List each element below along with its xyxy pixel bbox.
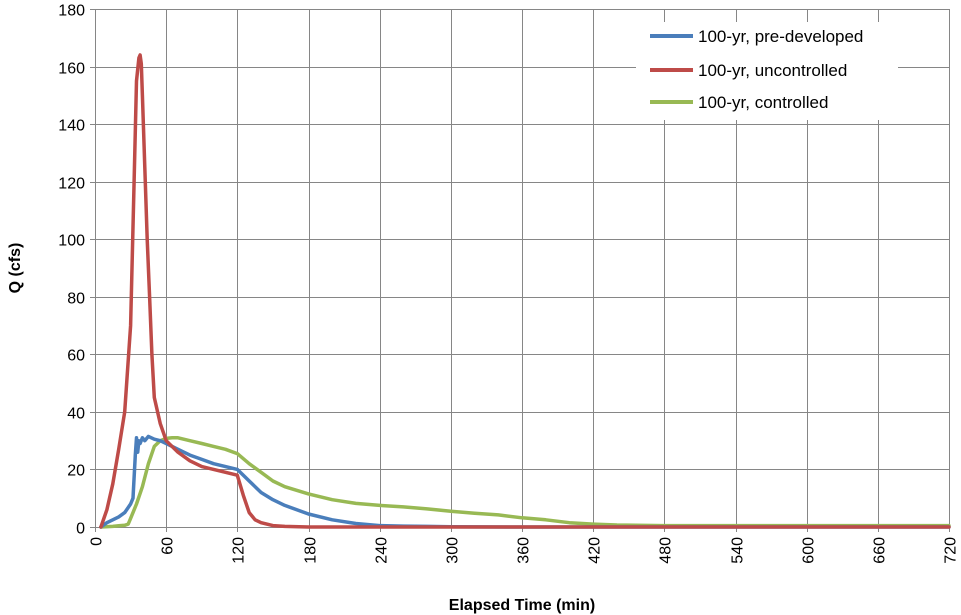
x-tick-label: 0 xyxy=(89,537,106,546)
legend-label-uncontrolled: 100-yr, uncontrolled xyxy=(698,61,847,80)
y-tick-label: 120 xyxy=(58,176,85,193)
y-tick-label: 80 xyxy=(67,291,85,308)
x-tick-label: 120 xyxy=(231,537,248,564)
x-tick-label: 360 xyxy=(516,537,533,564)
y-tick-label: 100 xyxy=(58,233,85,250)
y-tick-label: 40 xyxy=(67,406,85,423)
x-tick-label: 720 xyxy=(943,537,960,564)
y-tick-label: 180 xyxy=(58,3,85,20)
x-tick-label: 420 xyxy=(587,537,604,564)
x-tick-label: 240 xyxy=(374,537,391,564)
x-tick-label: 600 xyxy=(801,537,818,564)
x-axis-title: Elapsed Time (min) xyxy=(449,597,595,614)
legend-label-pre-developed: 100-yr, pre-developed xyxy=(698,27,863,46)
y-tick-label: 0 xyxy=(76,521,85,538)
series-line-uncontrolled xyxy=(99,53,951,529)
y-tick-label: 160 xyxy=(58,61,85,78)
y-tick-label: 140 xyxy=(58,118,85,135)
y-axis-title: Q (cfs) xyxy=(7,243,24,294)
legend: 100-yr, pre-developed 100-yr, uncontroll… xyxy=(636,22,898,120)
legend-label-controlled: 100-yr, controlled xyxy=(698,93,828,112)
x-tick-label: 60 xyxy=(160,537,177,555)
x-tick-label: 540 xyxy=(730,537,747,564)
y-tick-label: 20 xyxy=(67,463,85,480)
axes: 0 20 40 60 80 100 120 140 160 180 0 60 120 180 240 300 3… xyxy=(58,3,959,564)
series-group xyxy=(99,53,951,529)
x-tick-label: 180 xyxy=(303,537,320,564)
y-tick-label: 60 xyxy=(67,348,85,365)
x-tick-label: 300 xyxy=(445,537,462,564)
series-line-controlled xyxy=(99,436,951,529)
x-tick-label: 660 xyxy=(872,537,889,564)
x-tick-label: 480 xyxy=(658,537,675,564)
